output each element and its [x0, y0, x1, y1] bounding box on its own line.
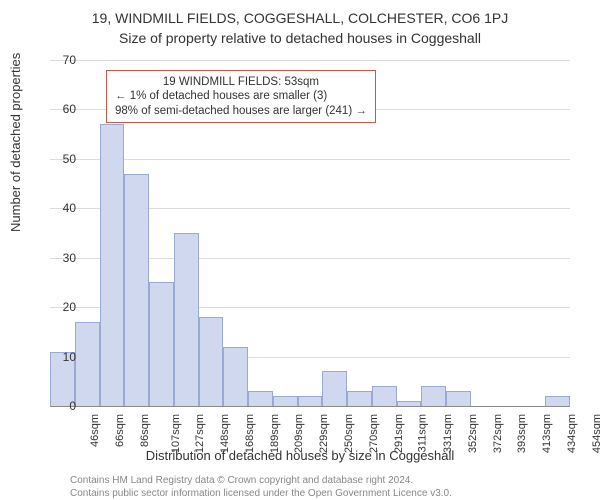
histogram-bar	[446, 391, 471, 406]
y-tick-label: 60	[46, 102, 76, 116]
histogram-bar	[248, 391, 273, 406]
x-tick-label: 127sqm	[195, 414, 207, 453]
histogram-bar	[199, 317, 224, 406]
annotation-line3: 98% of semi-detached houses are larger (…	[115, 104, 367, 118]
histogram-bar	[124, 174, 149, 406]
histogram-bar	[545, 396, 570, 406]
y-tick-label: 40	[46, 201, 76, 215]
x-tick-label: 86sqm	[139, 414, 151, 447]
histogram-bar	[273, 396, 298, 406]
histogram-bar	[322, 371, 347, 406]
histogram-bar	[421, 386, 446, 406]
x-tick-label: 229sqm	[318, 414, 330, 453]
chart-title-line2: Size of property relative to detached ho…	[0, 30, 600, 46]
gridline	[50, 60, 570, 61]
x-tick-label: 46sqm	[89, 414, 101, 447]
x-tick-label: 291sqm	[393, 414, 405, 453]
histogram-bar	[347, 391, 372, 406]
y-tick-label: 20	[46, 300, 76, 314]
histogram-bar	[372, 386, 397, 406]
histogram-bar	[75, 322, 100, 406]
histogram-bar	[149, 282, 174, 406]
x-tick-label: 454sqm	[591, 414, 600, 453]
chart-title-line1: 19, WINDMILL FIELDS, COGGESHALL, COLCHES…	[0, 10, 600, 26]
y-axis-label: Number of detached properties	[8, 53, 23, 232]
y-tick-label: 70	[46, 53, 76, 67]
x-tick-label: 331sqm	[442, 414, 454, 453]
histogram-bar	[397, 401, 422, 406]
chart-container: 19, WINDMILL FIELDS, COGGESHALL, COLCHES…	[0, 0, 600, 500]
annotation-line2: ← 1% of detached houses are smaller (3)	[115, 89, 367, 103]
y-tick-label: 0	[46, 399, 76, 413]
y-tick-label: 10	[46, 350, 76, 364]
gridline	[50, 159, 570, 160]
annotation-line1: 19 WINDMILL FIELDS: 53sqm	[115, 75, 367, 89]
y-tick-label: 50	[46, 152, 76, 166]
histogram-bar	[174, 233, 199, 406]
histogram-bar	[223, 347, 248, 406]
x-tick-label: 189sqm	[269, 414, 281, 453]
x-tick-label: 209sqm	[294, 414, 306, 453]
x-tick-label: 413sqm	[541, 414, 553, 453]
x-tick-label: 107sqm	[170, 414, 182, 453]
x-tick-label: 352sqm	[467, 414, 479, 453]
x-tick-label: 372sqm	[492, 414, 504, 453]
x-tick-label: 393sqm	[516, 414, 528, 453]
annotation-box: 19 WINDMILL FIELDS: 53sqm ← 1% of detach…	[106, 70, 376, 123]
caption-line1: Contains HM Land Registry data © Crown c…	[70, 474, 452, 487]
caption: Contains HM Land Registry data © Crown c…	[70, 474, 452, 500]
x-tick-label: 66sqm	[114, 414, 126, 447]
x-tick-label: 434sqm	[566, 414, 578, 453]
x-tick-label: 311sqm	[417, 414, 429, 452]
histogram-bar	[100, 124, 125, 406]
x-tick-label: 270sqm	[368, 414, 380, 453]
x-tick-label: 250sqm	[343, 414, 355, 453]
x-tick-label: 168sqm	[244, 414, 256, 453]
histogram-bar	[298, 396, 323, 406]
x-tick-label: 148sqm	[219, 414, 231, 453]
caption-line2: Contains public sector information licen…	[70, 487, 452, 500]
y-tick-label: 30	[46, 251, 76, 265]
